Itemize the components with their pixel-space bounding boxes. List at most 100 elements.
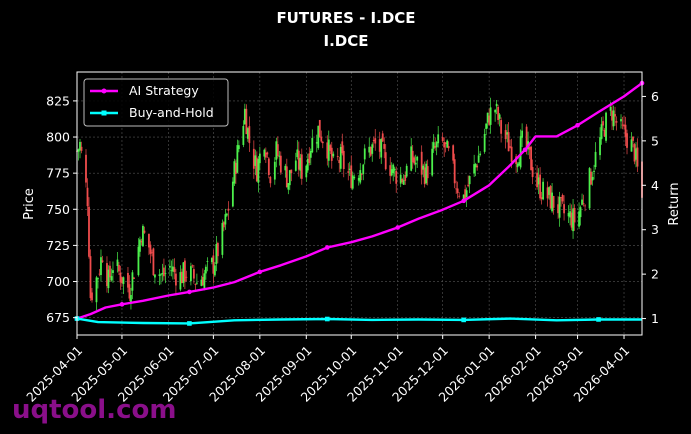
- ai-strategy-point: [324, 245, 330, 250]
- candle-body: [599, 137, 601, 156]
- candle-body: [212, 255, 215, 274]
- candle-body: [206, 261, 209, 262]
- candle-body: [321, 141, 324, 144]
- candle-body: [88, 206, 90, 257]
- candle-body: [221, 222, 224, 255]
- candle-body: [279, 155, 282, 173]
- candle-body: [305, 165, 308, 178]
- candle-body: [339, 146, 342, 169]
- y-left-tick-label: 800: [46, 130, 70, 145]
- candle-body: [164, 273, 167, 275]
- candle-body: [137, 246, 140, 276]
- y-right-tick-label: 2: [651, 267, 659, 282]
- candle-body: [410, 146, 413, 171]
- candle-body: [507, 132, 510, 152]
- buy-and-hold-point: [324, 316, 330, 322]
- candle-body: [299, 157, 302, 171]
- candle-body: [453, 159, 456, 184]
- candle-body: [288, 170, 291, 186]
- candle-body: [91, 292, 93, 301]
- candle-body: [371, 144, 374, 154]
- candle-body: [118, 265, 120, 272]
- candle-body: [425, 163, 428, 184]
- candle-body: [579, 207, 582, 218]
- return-lines: [74, 80, 645, 326]
- candle-body: [185, 276, 188, 278]
- candle-body: [546, 187, 549, 199]
- candle-body: [539, 174, 541, 199]
- candle-body: [154, 274, 156, 278]
- candle-body: [336, 156, 339, 158]
- candle-body: [85, 154, 87, 183]
- candle-body: [509, 146, 512, 148]
- candle-body: [311, 137, 314, 153]
- candle-body: [383, 144, 386, 149]
- candle-body: [609, 106, 612, 111]
- candle-body: [330, 147, 333, 161]
- candle-body: [413, 157, 416, 164]
- candle-body: [357, 177, 360, 181]
- candle-body: [456, 188, 459, 193]
- candle-body: [434, 145, 437, 148]
- candle-body: [227, 208, 230, 211]
- candle-body: [276, 144, 279, 157]
- ai-strategy-point: [575, 123, 580, 128]
- candle-body: [152, 248, 155, 276]
- y-axis-left-label: Price: [22, 188, 37, 220]
- candle-body: [570, 212, 573, 228]
- candle-body: [495, 103, 498, 107]
- candle-body: [572, 208, 574, 232]
- ai-strategy-point: [257, 269, 263, 275]
- candle-body: [320, 136, 323, 142]
- candle-body: [216, 243, 219, 257]
- chart-title: FUTURES - I.DCE: [276, 9, 415, 27]
- candle-body: [338, 159, 341, 164]
- candle-body: [537, 177, 540, 185]
- candle-body: [98, 273, 101, 275]
- candle-body: [542, 181, 544, 200]
- candle-body: [215, 244, 218, 265]
- candle-body: [359, 170, 362, 183]
- candle-body: [131, 272, 134, 291]
- y-left-tick-label: 750: [46, 202, 70, 217]
- candle-body: [360, 174, 363, 175]
- y-right-tick-label: 1: [651, 311, 659, 326]
- y-right-tick-label: 5: [651, 133, 659, 148]
- candle-body: [447, 146, 450, 149]
- buy-and-hold-point: [596, 317, 601, 322]
- candle-body: [106, 263, 108, 287]
- candle-body: [246, 128, 249, 139]
- plot-frame: [76, 71, 643, 336]
- candle-body: [210, 258, 213, 263]
- candle-body: [404, 174, 407, 181]
- candle-body: [549, 186, 552, 209]
- candle-body: [231, 181, 234, 207]
- candle-body: [222, 222, 225, 228]
- candle-body: [348, 168, 351, 170]
- candle-body: [372, 140, 375, 142]
- candle-body: [510, 146, 513, 162]
- candle-body: [148, 233, 150, 248]
- candle-body: [195, 282, 198, 284]
- candle-body: [581, 199, 583, 205]
- candle-body: [258, 153, 261, 164]
- candle-body: [500, 120, 503, 134]
- candle-body: [127, 272, 129, 288]
- candle-body: [287, 183, 290, 190]
- candle-body: [573, 207, 576, 223]
- candle-body: [531, 167, 534, 178]
- candle-body: [437, 134, 440, 144]
- candle-body: [536, 172, 538, 188]
- ai-strategy-point: [187, 289, 192, 295]
- candle-body: [237, 145, 240, 150]
- candle-body: [151, 252, 153, 254]
- candle-body: [591, 176, 594, 181]
- candle-body: [548, 187, 550, 195]
- candle-body: [444, 142, 447, 144]
- candle-body: [296, 149, 299, 158]
- candle-body: [558, 196, 561, 218]
- candle-body: [632, 136, 634, 141]
- candle-body: [318, 120, 321, 138]
- legend-ai-marker: [101, 88, 107, 94]
- candle-body: [300, 154, 303, 179]
